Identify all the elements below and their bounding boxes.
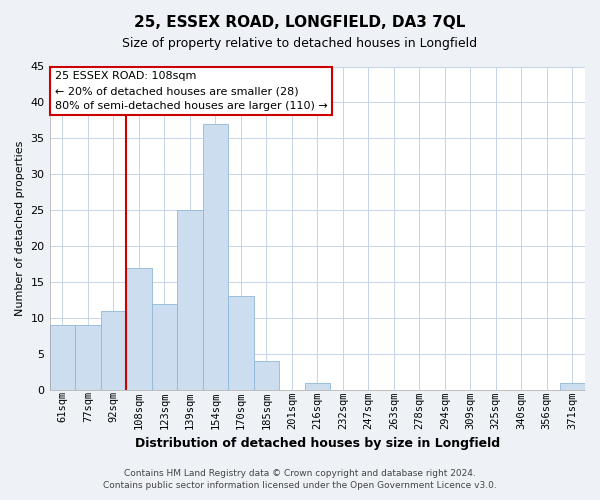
Text: 25 ESSEX ROAD: 108sqm
← 20% of detached houses are smaller (28)
80% of semi-deta: 25 ESSEX ROAD: 108sqm ← 20% of detached … bbox=[55, 72, 328, 111]
X-axis label: Distribution of detached houses by size in Longfield: Distribution of detached houses by size … bbox=[135, 437, 500, 450]
Y-axis label: Number of detached properties: Number of detached properties bbox=[15, 140, 25, 316]
Bar bbox=[228, 296, 254, 390]
Bar bbox=[305, 382, 330, 390]
Bar bbox=[101, 311, 126, 390]
Bar bbox=[126, 268, 152, 390]
Bar bbox=[560, 382, 585, 390]
Bar bbox=[75, 325, 101, 390]
Bar bbox=[152, 304, 177, 390]
Bar bbox=[203, 124, 228, 390]
Text: Contains HM Land Registry data © Crown copyright and database right 2024.
Contai: Contains HM Land Registry data © Crown c… bbox=[103, 468, 497, 490]
Text: Size of property relative to detached houses in Longfield: Size of property relative to detached ho… bbox=[122, 38, 478, 51]
Bar bbox=[254, 361, 279, 390]
Bar bbox=[177, 210, 203, 390]
Text: 25, ESSEX ROAD, LONGFIELD, DA3 7QL: 25, ESSEX ROAD, LONGFIELD, DA3 7QL bbox=[134, 15, 466, 30]
Bar bbox=[50, 325, 75, 390]
